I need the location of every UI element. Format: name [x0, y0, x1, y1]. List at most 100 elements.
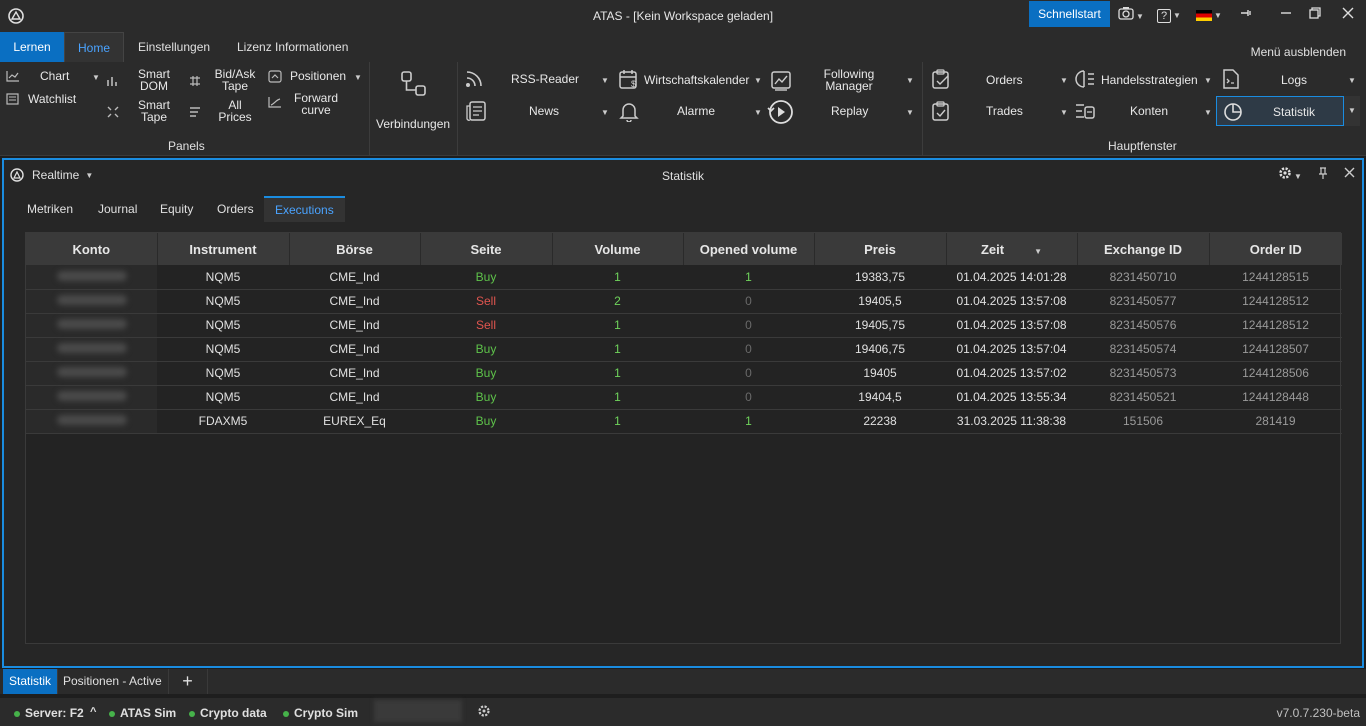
all-prices-button[interactable]: All Prices [188, 99, 258, 127]
atas-sim-status[interactable]: ATAS Sim [109, 706, 176, 720]
table-row[interactable]: NQM5 CME_Ind Buy 1 0 19405 01.04.2025 13:57:02… [26, 361, 1342, 386]
mode-selector[interactable]: Realtime ▼ [32, 168, 94, 182]
following-label-1: Following [823, 67, 875, 81]
col-volume[interactable]: Volume [552, 233, 684, 265]
cell-exchange: CME_Ind [289, 337, 420, 362]
settings-gear-icon[interactable] [477, 704, 491, 721]
tab-executions[interactable]: Executions [264, 196, 345, 222]
strategies-button[interactable]: Handelsstrategien ▼ [1074, 68, 1216, 92]
crypto-sim-status[interactable]: Crypto Sim [283, 706, 358, 720]
cell-exchange: CME_Ind [289, 289, 420, 314]
tab-learn[interactable]: Lernen [0, 32, 64, 62]
pin-panel-icon[interactable] [1318, 166, 1328, 183]
chevron-up-icon[interactable]: ^ [90, 706, 97, 718]
bottom-tab-positionen[interactable]: Positionen - Active [57, 669, 169, 694]
trades-window-button[interactable]: Trades ▼ [930, 100, 1070, 124]
forward-label-1: Forward [293, 91, 338, 105]
col-konto[interactable]: Konto [26, 233, 158, 265]
executions-table: Konto Instrument Börse Seite Volume Open… [25, 232, 1342, 644]
news-icon [466, 101, 486, 121]
tab-equity[interactable]: Equity [160, 202, 194, 216]
tab-license[interactable]: Lizenz Informationen [237, 40, 349, 54]
minimize-icon[interactable] [1280, 6, 1292, 24]
table-row[interactable]: NQM5 CME_Ind Sell 1 0 19405,75 01.04.2025 13:5… [26, 313, 1342, 338]
col-preis[interactable]: Preis [814, 233, 947, 265]
tab-settings[interactable]: Einstellungen [138, 40, 211, 54]
bottom-tab-statistik[interactable]: Statistik [3, 669, 59, 694]
calendar-icon: $ [619, 70, 637, 89]
col-exchange-id[interactable]: Exchange ID [1077, 233, 1210, 265]
camera-icon[interactable]: ▼ [1118, 6, 1144, 24]
tab-home[interactable]: Home [64, 32, 124, 62]
table-row[interactable]: NQM5 CME_Ind Buy 1 0 19404,5 01.04.2025 13:55:… [26, 385, 1342, 410]
table-row[interactable]: NQM5 CME_Ind Buy 1 0 19406,75 01.04.2025 13:57… [26, 337, 1342, 362]
cell-exchange: CME_Ind [289, 361, 420, 386]
cell-opened-volume: 1 [683, 409, 814, 434]
help-icon[interactable]: ? ▼ [1157, 6, 1181, 24]
replay-label: Replay [831, 104, 869, 118]
replay-button[interactable]: Replay ▼ [766, 98, 916, 124]
bidask-tape-button[interactable]: Bid/Ask Tape [188, 68, 258, 96]
hide-menu-button[interactable]: Menü ausblenden [1250, 45, 1346, 59]
cell-price: 19404,5 [814, 385, 946, 410]
table-row[interactable]: NQM5 CME_Ind Sell 2 0 19405,5 01.04.2025 13:57… [26, 289, 1342, 314]
strategies-label: Handelsstrategien [1101, 73, 1198, 87]
cell-instrument: NQM5 [157, 289, 289, 314]
forward-curve-button[interactable]: Forward curve [268, 92, 348, 120]
orders-window-button[interactable]: Orders ▼ [930, 68, 1070, 92]
forward-curve-icon [268, 97, 281, 108]
atas-logo-icon [8, 8, 24, 24]
close-panel-icon[interactable] [1344, 166, 1355, 181]
col-seite[interactable]: Seite [420, 233, 553, 265]
news-button[interactable]: News ▼ [465, 100, 611, 122]
tab-orders[interactable]: Orders [217, 202, 254, 216]
redacted-account [56, 295, 127, 305]
tab-journal[interactable]: Journal [98, 202, 138, 216]
watchlist-button[interactable]: Watchlist [6, 93, 96, 107]
col-opened-volume[interactable]: Opened volume [683, 233, 815, 265]
german-flag-icon[interactable]: ▼ [1196, 6, 1222, 24]
accounts-button[interactable]: Konten ▼ [1074, 100, 1216, 124]
col-instrument[interactable]: Instrument [157, 233, 290, 265]
cell-side: Sell [420, 313, 552, 338]
bidask-tape-icon [190, 76, 200, 86]
tab-metriken[interactable]: Metriken [27, 202, 74, 216]
server-status[interactable]: Server: F2 [14, 706, 84, 720]
all-prices-icon [190, 107, 200, 117]
logs-button[interactable]: Logs ▼ [1220, 68, 1362, 92]
chart-button[interactable]: Chart ▼ [6, 70, 102, 84]
status-dot [283, 710, 289, 717]
quickstart-button[interactable]: Schnellstart [1029, 1, 1110, 27]
cell-opened-volume: 0 [683, 361, 814, 386]
cell-price: 22238 [814, 409, 946, 434]
crypto-sim-label: Crypto Sim [294, 706, 359, 720]
cell-exchange-id: 8231450710 [1077, 265, 1209, 290]
col-boerse[interactable]: Börse [289, 233, 421, 265]
pin-icon[interactable] [1240, 6, 1252, 24]
rss-reader-button[interactable]: RSS-Reader ▼ [465, 70, 611, 90]
alarms-button[interactable]: Alarme ▼ [618, 100, 764, 122]
restore-icon[interactable] [1309, 6, 1321, 24]
status-dot [14, 710, 20, 717]
crypto-data-status[interactable]: Crypto data [189, 706, 267, 720]
connections-button[interactable]: Verbindungen [374, 68, 454, 130]
col-zeit[interactable]: Zeit ▼ [946, 233, 1078, 265]
gear-icon[interactable]: ▼ [1278, 166, 1302, 183]
statistics-button[interactable]: Statistik [1216, 96, 1344, 126]
add-tab-button[interactable]: + [168, 669, 208, 694]
strategy-icon [1075, 70, 1094, 88]
statistics-dropdown[interactable]: ▼ [1344, 96, 1360, 126]
table-row[interactable]: NQM5 CME_Ind Buy 1 1 19383,75 01.04.2025 14:01… [26, 265, 1342, 290]
cell-side: Buy [420, 337, 552, 362]
smart-dom-button[interactable]: Smart DOM [106, 68, 172, 96]
following-manager-button[interactable]: Following Manager ▼ [770, 68, 916, 94]
close-icon[interactable] [1342, 6, 1354, 24]
cell-price: 19405 [814, 361, 946, 386]
table-row[interactable]: FDAXM5 EUREX_Eq Buy 1 1 22238 31.03.2025 11:38… [26, 409, 1342, 434]
rss-icon [466, 71, 482, 87]
economic-calendar-button[interactable]: $ Wirtschaftskalender ▼ [618, 68, 764, 92]
col-order-id[interactable]: Order ID [1209, 233, 1342, 265]
cell-konto [26, 289, 157, 314]
smart-tape-button[interactable]: Smart Tape [106, 99, 172, 127]
positionen-button[interactable]: Positionen ▼ [268, 70, 364, 84]
